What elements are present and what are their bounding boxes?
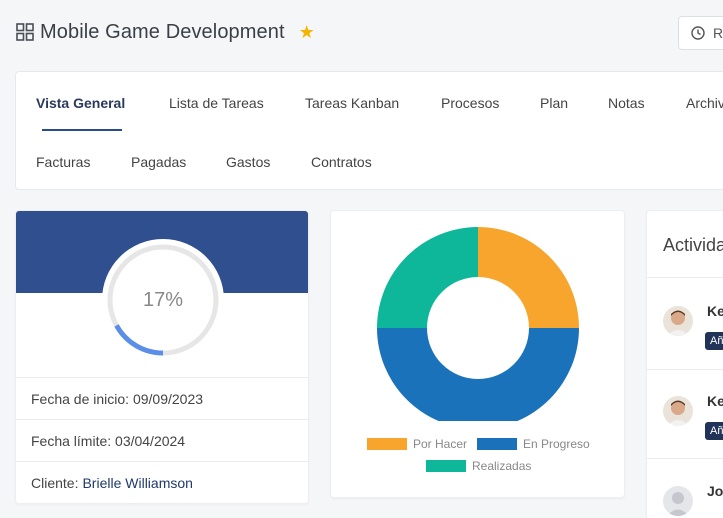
- deadline-date: Fecha límite: 03/04/2024: [31, 432, 186, 449]
- page-title: Mobile Game Development: [40, 20, 285, 43]
- tab-plan[interactable]: Plan: [540, 95, 569, 111]
- tab-tareas-kanban[interactable]: Tareas Kanban: [305, 95, 400, 111]
- tabs-panel: Vista General Lista de Tareas Tareas Kan…: [15, 71, 723, 190]
- legend-label-en-progreso: En Progreso: [523, 437, 590, 451]
- activity-user-name[interactable]: Ke: [707, 393, 723, 409]
- avatar: [663, 396, 693, 426]
- donut-slice-por-hacer[interactable]: [478, 227, 579, 328]
- donut-slice-en-progreso[interactable]: [377, 328, 579, 421]
- activity-card: Actividad Ke Añ Ke Añ Joe: [646, 210, 723, 518]
- task-status-chart-card: Por Hacer En Progreso Realizadas: [330, 210, 625, 498]
- timer-label: R: [713, 25, 723, 41]
- activity-user-name[interactable]: Ke: [707, 303, 723, 319]
- legend-label-realizadas: Realizadas: [472, 459, 532, 473]
- client-row: Cliente: Brielle Williamson: [16, 461, 308, 503]
- tab-vista-general[interactable]: Vista General: [36, 95, 126, 111]
- legend-swatch-por-hacer: [367, 438, 407, 450]
- client-label: Cliente:: [31, 474, 79, 491]
- activity-title: Actividad: [663, 235, 723, 255]
- active-tab-indicator: [42, 129, 122, 131]
- legend-swatch-en-progreso: [477, 438, 517, 450]
- legend-realizadas[interactable]: Realizadas: [426, 459, 531, 473]
- clock-icon: [691, 26, 705, 40]
- page-header: Mobile Game Development ★: [16, 18, 315, 46]
- activity-user-name[interactable]: Joe: [707, 483, 723, 499]
- timer-button[interactable]: R: [678, 16, 723, 50]
- divider: [647, 458, 723, 459]
- project-progress-card: 17% Fecha de inicio: 09/09/2023 Fecha lí…: [15, 210, 309, 504]
- divider: [647, 369, 723, 370]
- tab-archivos[interactable]: Archiv: [686, 95, 723, 111]
- tab-contratos[interactable]: Contratos: [311, 154, 372, 170]
- legend-label-por-hacer: Por Hacer: [413, 437, 468, 451]
- default-avatar-icon: [663, 486, 693, 516]
- tab-pagadas[interactable]: Pagadas: [131, 154, 187, 170]
- start-date-row: Fecha de inicio: 09/09/2023: [16, 377, 308, 419]
- tab-procesos[interactable]: Procesos: [441, 95, 500, 111]
- divider: [647, 277, 723, 278]
- donut-slice-realizadas[interactable]: [377, 227, 478, 328]
- legend-en-progreso[interactable]: En Progreso: [477, 437, 590, 451]
- progress-percent: 17%: [142, 288, 184, 311]
- avatar: [663, 306, 693, 336]
- star-icon[interactable]: ★: [298, 22, 315, 42]
- legend-swatch-realizadas: [426, 460, 466, 472]
- activity-badge: Añ: [705, 332, 723, 350]
- tab-gastos[interactable]: Gastos: [226, 154, 271, 170]
- activity-badge: Añ: [705, 422, 723, 440]
- legend-por-hacer[interactable]: Por Hacer: [367, 437, 467, 451]
- progress-ring: [102, 239, 224, 361]
- tab-lista-de-tareas[interactable]: Lista de Tareas: [169, 95, 264, 111]
- start-date: Fecha de inicio: 09/09/2023: [31, 390, 204, 407]
- grid-icon: [16, 23, 34, 41]
- tab-facturas[interactable]: Facturas: [36, 154, 91, 170]
- task-status-donut-chart: [377, 227, 579, 421]
- deadline-row: Fecha límite: 03/04/2024: [16, 419, 308, 461]
- tab-notas[interactable]: Notas: [608, 95, 645, 111]
- client-name-link[interactable]: Brielle Williamson: [82, 474, 193, 491]
